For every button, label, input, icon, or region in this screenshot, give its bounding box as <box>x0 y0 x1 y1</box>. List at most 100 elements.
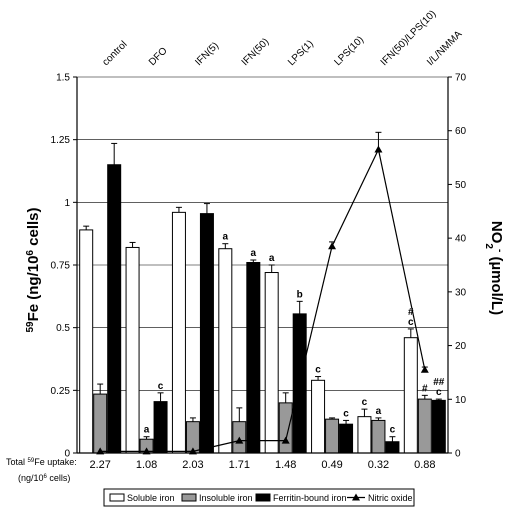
significance-mark: a <box>251 248 257 259</box>
y-left-title: 59Fe (ng/106 cells) <box>25 207 43 332</box>
significance-mark: c <box>436 387 442 398</box>
no-marker <box>235 436 244 444</box>
y-left-tick-label: 0.25 <box>51 386 71 397</box>
y-right-tick-label: 30 <box>455 287 467 298</box>
significance-mark: a <box>376 406 382 417</box>
bar <box>246 261 261 454</box>
bar <box>431 399 446 454</box>
uptake-value: 2.27 <box>89 459 110 471</box>
y-left-tick-label: 0 <box>64 449 70 460</box>
category-label: DFO <box>147 45 170 68</box>
significance-mark: a <box>144 425 150 436</box>
y-left-tick-label: 0.75 <box>51 261 71 272</box>
uptake-unit-post: cells) <box>47 473 71 483</box>
legend-swatch-ferritin <box>255 493 271 502</box>
uptake-value: 1.08 <box>136 459 157 471</box>
bars <box>79 164 446 454</box>
significance-mark: c <box>343 408 349 419</box>
uptake-value: 2.03 <box>182 459 203 471</box>
no-marker <box>420 365 429 373</box>
category-label: I/L/NMMA <box>425 29 464 68</box>
y-right-title: NO2- (µmol/L) <box>484 221 506 315</box>
uptake-label-line2: (ng/106 cells) <box>18 473 70 483</box>
significance-mark: # <box>408 307 414 318</box>
significance-mark: b <box>297 289 303 300</box>
significance-mark: c <box>390 425 396 436</box>
bar <box>311 379 326 454</box>
significance-mark: a <box>269 253 275 264</box>
y-right-tick-label: 20 <box>455 341 467 352</box>
uptake-unit-sup: 6 <box>44 474 48 480</box>
significance-mark: ## <box>433 377 445 388</box>
bar <box>153 401 168 454</box>
y-right-title-sup: - <box>495 249 506 252</box>
uptake-value: 1.71 <box>229 459 250 471</box>
y-left-title-sup: 59 <box>25 321 36 333</box>
y-left-tick-label: 1 <box>64 198 70 209</box>
legend-label-ferritin: Ferritin-bound iron <box>273 493 347 503</box>
error-bars <box>83 142 442 442</box>
category-label: IFN(5) <box>193 40 221 68</box>
uptake-unit-pre: (ng/10 <box>18 473 44 483</box>
bar <box>218 248 233 454</box>
bar <box>264 272 279 454</box>
category-label: IFN(50) <box>240 36 272 68</box>
uptake-value: 0.49 <box>321 459 342 471</box>
y-right-tick-label: 60 <box>455 126 467 137</box>
uptake-values: 2.27 1.08 2.03 1.71 1.48 0.49 0.32 0.88 <box>89 459 435 471</box>
y-left-title-tail: cells) <box>25 207 42 250</box>
legend-label-insoluble: Insoluble iron <box>199 493 253 503</box>
y-right-title-tail: (µmol/L) <box>488 252 505 315</box>
axes <box>73 76 452 454</box>
legend-label-no: Nitric oxide <box>368 493 413 503</box>
uptake-label-sup: 59 <box>28 458 35 464</box>
uptake-label-post: Fe uptake: <box>34 457 77 467</box>
y-right-tick-label: 50 <box>455 180 467 191</box>
bar <box>385 441 400 454</box>
y-left-tick-label: 1.25 <box>51 135 71 146</box>
nitric-oxide-line <box>96 131 429 455</box>
legend: Soluble iron Insoluble iron Ferritin-bou… <box>103 488 415 507</box>
y-left-title-sup2: 6 <box>25 250 36 256</box>
no-marker <box>374 145 383 153</box>
legend-marker-no <box>352 493 360 501</box>
category-label: LPS(1) <box>286 38 316 68</box>
bar <box>199 213 214 454</box>
y-right-title-main: NO <box>488 221 505 244</box>
significance-mark: c <box>362 397 368 408</box>
no-marker <box>281 436 290 444</box>
bar <box>371 419 386 454</box>
bar <box>403 337 418 454</box>
uptake-label-line1: Total 59Fe uptake: <box>6 457 77 467</box>
bar <box>357 416 372 454</box>
bar <box>339 423 354 454</box>
significance-mark: c <box>315 365 321 376</box>
y-left-tick-label: 0.5 <box>56 323 70 334</box>
no-line-path <box>100 147 426 452</box>
legend-label-soluble: Soluble iron <box>127 493 175 503</box>
category-label: control <box>101 39 130 68</box>
uptake-value: 0.88 <box>414 459 435 471</box>
bar <box>93 393 108 454</box>
y-right-tick-label: 70 <box>455 73 467 84</box>
significance-mark: a <box>223 232 229 243</box>
legend-swatch-insoluble <box>181 493 197 502</box>
bar <box>79 229 94 454</box>
legend-swatch-soluble <box>109 493 125 502</box>
significance-mark: # <box>422 383 428 394</box>
bar <box>417 398 432 454</box>
uptake-value: 0.32 <box>368 459 389 471</box>
bar <box>125 246 140 454</box>
y-left-title-main: Fe (ng/10 <box>25 256 42 322</box>
y-left-tick-label: 1.5 <box>56 73 70 84</box>
y-right-tick-label: 10 <box>455 395 467 406</box>
uptake-label-pre: Total <box>6 457 28 467</box>
uptake-value: 1.48 <box>275 459 296 471</box>
y-right-title-sub: 2 <box>484 243 495 249</box>
y-right-tick-label: 40 <box>455 234 467 245</box>
no-marker <box>328 242 337 250</box>
bar <box>171 211 186 454</box>
